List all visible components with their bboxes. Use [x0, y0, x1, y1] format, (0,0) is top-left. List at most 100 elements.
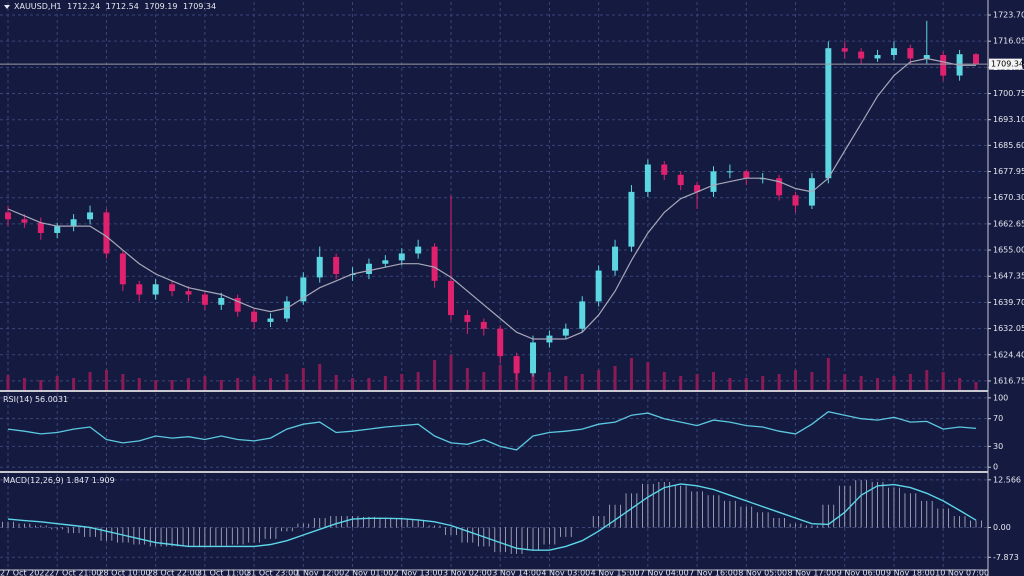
symbol: XAUUSD,H1 — [14, 2, 62, 11]
candle-body — [152, 284, 159, 295]
y-tick-label: 1693.10 — [993, 115, 1024, 124]
candle-body — [612, 246, 619, 271]
x-tick-label: 4 Nov 03:00 — [541, 569, 590, 576]
price-tag — [989, 58, 1022, 70]
candle-body — [136, 284, 143, 295]
candle-body — [447, 280, 454, 316]
y-tick-label: 1670.30 — [993, 193, 1024, 202]
candle-body — [513, 356, 520, 374]
candle-body — [119, 253, 126, 285]
indicator-label: RSI(14) 56.0031 — [3, 395, 68, 404]
candle-body — [283, 301, 290, 319]
y-tick-label: 1716.05 — [993, 37, 1024, 46]
moving-average — [7, 57, 976, 340]
candle-body — [530, 342, 537, 374]
candle-body — [415, 246, 422, 254]
candle-body — [267, 318, 274, 322]
candle-body — [661, 164, 668, 175]
candle-body — [464, 315, 471, 322]
collapse-icon[interactable] — [4, 5, 10, 9]
x-tick-label: 2 Nov 01:00 — [345, 569, 394, 576]
x-tick-label: 31 Oct 23:00 — [246, 569, 298, 576]
indicator-name: MACD(12,26,9) — [3, 476, 64, 485]
y-tick-label: 100 — [993, 393, 1008, 402]
y-tick-label: 0.00 — [993, 523, 1011, 532]
candle-body — [54, 226, 61, 233]
x-tick-label: 28 Oct 22:00 — [148, 569, 200, 576]
x-tick-label: 31 Oct 11:00 — [197, 569, 249, 576]
x-tick-label: 1 Nov 12:00 — [295, 569, 344, 576]
x-tick-label: 28 Oct 10:00 — [98, 569, 150, 576]
candle-body — [579, 301, 586, 329]
y-tick-label: 12.566 — [993, 475, 1021, 484]
candle-body — [316, 256, 323, 278]
candle-body — [841, 48, 848, 52]
x-tick-label: 27 Oct 21:00 — [49, 569, 101, 576]
candle-body — [218, 297, 225, 305]
candle-body — [185, 291, 192, 295]
x-tick-label: 10 Nov 07:00 — [935, 569, 989, 576]
candle-body — [923, 55, 930, 59]
candle-body — [973, 54, 979, 65]
candle-body — [890, 48, 897, 56]
y-tick-label: 1662.65 — [993, 219, 1024, 228]
price-tag-label: 1709.34 — [991, 60, 1024, 69]
last-open: 1712.24 — [67, 2, 101, 11]
candle-body — [251, 311, 258, 322]
candle-body — [497, 328, 504, 357]
candle-body — [874, 55, 881, 59]
y-tick-label: 0 — [993, 463, 998, 472]
candle-body — [300, 277, 307, 302]
y-tick-label: 1632.05 — [993, 324, 1024, 333]
candle-body — [562, 328, 569, 336]
candle-body — [825, 48, 832, 179]
y-tick-label: 1647.35 — [993, 272, 1024, 281]
candle-body — [37, 222, 44, 233]
candle-body — [858, 51, 865, 59]
indicator-name: RSI(14) — [3, 395, 32, 404]
x-tick-label: 8 Nov 05:00 — [738, 569, 787, 576]
last-close: 1709.34 — [183, 2, 217, 11]
signal-line — [7, 483, 977, 551]
macd-value: 1.847 — [66, 476, 89, 485]
candle-body — [628, 191, 635, 247]
last-low: 1709.19 — [144, 2, 178, 11]
x-tick-label: 7 Nov 04:00 — [640, 569, 689, 576]
y-tick-label: 1700.75 — [993, 89, 1024, 98]
candle-body — [743, 171, 750, 179]
candle-body — [726, 171, 733, 173]
x-tick-label: 9 Nov 06:00 — [837, 569, 886, 576]
candle-body — [940, 55, 947, 76]
candle-body — [694, 185, 701, 192]
candle-body — [103, 212, 110, 254]
y-tick-label: 1616.75 — [993, 376, 1024, 385]
candle-body — [382, 260, 389, 264]
candle-body — [431, 246, 438, 281]
candle-body — [710, 171, 717, 192]
candle-body — [333, 256, 340, 275]
candle-body — [365, 263, 372, 275]
last-high: 1712.54 — [105, 2, 139, 11]
y-tick-label: 1685.60 — [993, 141, 1024, 150]
candle-body — [644, 164, 651, 192]
indicator-label: MACD(12,26,9) 1.847 1.909 — [3, 476, 115, 485]
candle-body — [87, 212, 94, 220]
y-tick-label: 1624.40 — [993, 350, 1024, 359]
x-tick-label: 2 Nov 13:00 — [394, 569, 443, 576]
x-tick-label: 7 Nov 16:00 — [689, 569, 738, 576]
candle-body — [907, 48, 914, 59]
candle-body — [70, 219, 77, 227]
rsi-line — [7, 411, 977, 451]
candle-body — [677, 174, 684, 186]
y-tick-label: 1639.70 — [993, 298, 1024, 307]
candle-body — [776, 178, 783, 196]
signal-value: 1.909 — [92, 476, 115, 485]
candle-body — [398, 253, 405, 261]
x-tick-label: 9 Nov 18:00 — [886, 569, 935, 576]
x-tick-label: 3 Nov 14:00 — [492, 569, 541, 576]
symbol-header: XAUUSD,H1 1712.24 1712.54 1709.19 1709.3… — [14, 2, 219, 11]
candle-body — [792, 195, 799, 206]
candle-body — [201, 294, 208, 305]
candle-body — [595, 270, 602, 302]
